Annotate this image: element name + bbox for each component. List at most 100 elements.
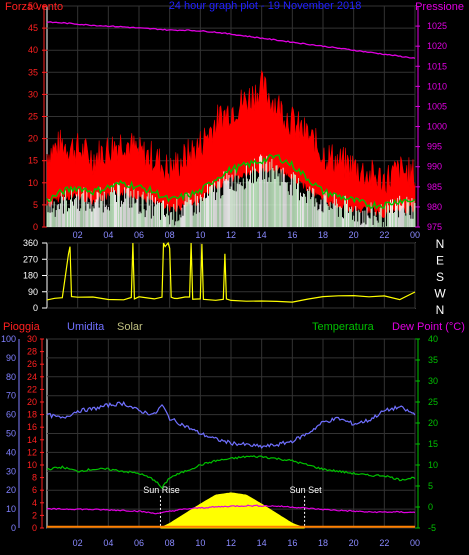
temperature-tick-label: 35: [428, 355, 438, 365]
rain-axis-title: Pioggia: [3, 321, 41, 333]
wind-x-tick-label: 10: [195, 230, 205, 240]
temperature-tick-label: 5: [428, 481, 433, 491]
rain-tick-label: 22: [27, 384, 37, 394]
weather-x-tick-label: 00: [410, 538, 420, 548]
rain-tick-label: 2: [32, 510, 37, 520]
pressure-tick-label: 1025: [427, 21, 447, 31]
rain-tick-label: 6: [32, 485, 37, 495]
wind-left-tick-label: 5: [33, 200, 38, 210]
pressure-tick-label: 995: [427, 142, 442, 152]
temperature-tick-label: 40: [428, 334, 438, 344]
pressure-tick-label: 980: [427, 202, 442, 212]
wind-left-tick-label: 50: [28, 1, 38, 11]
rain-tick-label: 12: [27, 447, 37, 457]
compass-letter: E: [436, 254, 444, 268]
solar-series-area: [160, 492, 305, 529]
rain-tick-label: 16: [27, 422, 37, 432]
weather-x-tick-label: 08: [165, 538, 175, 548]
temperature-tick-label: 20: [428, 418, 438, 428]
wind-x-tick-label: 02: [73, 230, 83, 240]
rain-tick-label: 28: [27, 347, 37, 357]
compass-letter: N: [436, 237, 445, 251]
chart-title: 24 hour graph plot - 19 November 2018: [169, 0, 362, 12]
pressure-tick-label: 1010: [427, 81, 447, 91]
humidity-tick-label: 80: [6, 372, 16, 382]
temperature-tick-label: 15: [428, 439, 438, 449]
direction-tick-label: 0: [33, 303, 38, 313]
rain-tick-label: 24: [27, 372, 37, 382]
direction-tick-label: 90: [28, 287, 38, 297]
wind-left-tick-label: 45: [28, 23, 38, 33]
rain-tick-label: 18: [27, 410, 37, 420]
wind-x-tick-label: 12: [226, 230, 236, 240]
humidity-tick-label: 50: [6, 429, 16, 439]
direction-tick-label: 270: [23, 254, 38, 264]
temperature-axis-title: Temperatura: [312, 321, 375, 333]
humidity-tick-label: 60: [6, 410, 16, 420]
wind-left-tick-label: 35: [28, 67, 38, 77]
temperature-tick-label: 10: [428, 460, 438, 470]
pressure-tick-label: 1020: [427, 41, 447, 51]
weather-x-tick-label: 06: [134, 538, 144, 548]
humidity-tick-label: 100: [1, 334, 16, 344]
sun-set-label: Sun Set: [290, 485, 323, 495]
compass-letter: S: [436, 270, 444, 284]
wind-left-tick-label: 40: [28, 45, 38, 55]
rain-tick-label: 4: [32, 498, 37, 508]
wind-x-tick-label: 16: [287, 230, 297, 240]
wind-left-tick-label: 15: [28, 156, 38, 166]
compass-letter: N: [436, 303, 445, 317]
rain-tick-label: 14: [27, 435, 37, 445]
wind-x-tick-label: 06: [134, 230, 144, 240]
weather-x-tick-label: 02: [73, 538, 83, 548]
humidity-tick-label: 20: [6, 485, 16, 495]
weather-x-tick-label: 14: [257, 538, 267, 548]
humidity-tick-label: 40: [6, 447, 16, 457]
sun-rise-label: Sun Rise: [143, 485, 180, 495]
pressure-tick-label: 1015: [427, 61, 447, 71]
wind-x-tick-label: 04: [103, 230, 113, 240]
rain-tick-label: 8: [32, 473, 37, 483]
weather-x-tick-label: 16: [287, 538, 297, 548]
humidity-tick-label: 10: [6, 504, 16, 514]
pressure-tick-label: 990: [427, 162, 442, 172]
humidity-tick-label: 70: [6, 391, 16, 401]
humidity-tick-label: 30: [6, 466, 16, 476]
temperature-tick-label: 25: [428, 397, 438, 407]
wind-left-tick-label: 25: [28, 112, 38, 122]
pressure-tick-label: 985: [427, 182, 442, 192]
pressure-series-line: [46, 21, 416, 59]
wind-left-tick-label: 20: [28, 134, 38, 144]
pressure-tick-label: 1005: [427, 101, 447, 111]
solar-axis-title: Solar: [117, 321, 143, 333]
humidity-axis-title: Umidita: [67, 321, 105, 333]
weather-x-tick-label: 20: [349, 538, 359, 548]
direction-tick-label: 180: [23, 271, 38, 281]
weather-x-tick-label: 04: [103, 538, 113, 548]
temperature-tick-label: 30: [428, 376, 438, 386]
compass-letter: W: [434, 287, 446, 301]
wind-direction-series-line: [46, 241, 416, 303]
temperature-tick-label: 0: [428, 502, 433, 512]
pressure-axis-title: Pressione: [415, 1, 464, 13]
weather-x-tick-label: 10: [195, 538, 205, 548]
rain-tick-label: 0: [32, 523, 37, 533]
weather-x-tick-label: 22: [379, 538, 389, 548]
direction-tick-label: 360: [23, 238, 38, 248]
humidity-tick-label: 90: [6, 353, 16, 363]
dewpoint-series-line: [46, 504, 416, 515]
wind-left-tick-label: 30: [28, 89, 38, 99]
wind-axis-title: Forza vento: [5, 1, 63, 13]
wind-x-tick-label: 08: [165, 230, 175, 240]
weather-x-tick-label: 18: [318, 538, 328, 548]
wind-x-tick-label: 22: [379, 230, 389, 240]
dewpoint-axis-title: Dew Point (°C): [392, 321, 465, 333]
wind-x-tick-label: 20: [349, 230, 359, 240]
avg-speed-series-line: [46, 154, 416, 210]
pressure-tick-label: 975: [427, 222, 442, 232]
humidity-tick-label: 0: [11, 523, 16, 533]
wind-left-tick-label: 10: [28, 178, 38, 188]
wind-left-tick-label: 0: [33, 222, 38, 232]
wind-x-tick-label: 00: [410, 230, 420, 240]
